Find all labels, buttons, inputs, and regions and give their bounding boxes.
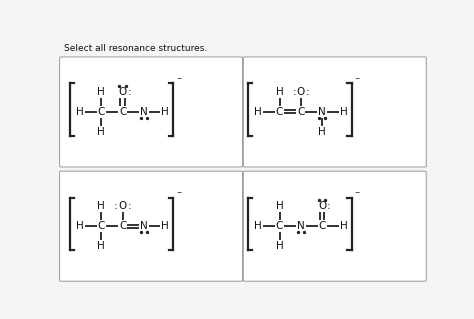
Text: :: : — [128, 201, 131, 211]
Text: C: C — [276, 221, 283, 231]
Text: H: H — [276, 241, 283, 251]
Text: C: C — [98, 107, 105, 117]
FancyBboxPatch shape — [60, 171, 243, 281]
FancyBboxPatch shape — [243, 57, 426, 167]
FancyBboxPatch shape — [60, 57, 243, 167]
Text: H: H — [339, 221, 347, 231]
Text: O: O — [297, 87, 305, 97]
Text: H: H — [76, 107, 84, 117]
Text: H: H — [276, 87, 283, 97]
Text: C: C — [119, 221, 126, 231]
Text: C: C — [119, 107, 126, 117]
FancyBboxPatch shape — [243, 171, 426, 281]
Text: N: N — [297, 221, 305, 231]
Text: H: H — [318, 127, 326, 137]
Text: C: C — [276, 107, 283, 117]
Text: :: : — [128, 87, 131, 97]
Text: O: O — [118, 201, 127, 211]
Text: H: H — [276, 201, 283, 211]
Text: N: N — [318, 107, 326, 117]
Text: C: C — [319, 221, 326, 231]
Text: N: N — [140, 107, 148, 117]
Text: O: O — [118, 87, 127, 97]
Text: :: : — [114, 201, 118, 211]
Text: H: H — [255, 221, 262, 231]
Text: O: O — [318, 201, 326, 211]
Text: H: H — [97, 241, 105, 251]
Text: :: : — [292, 87, 296, 97]
Text: H: H — [339, 107, 347, 117]
Text: :: : — [327, 201, 330, 211]
Text: H: H — [97, 127, 105, 137]
Text: $^-$: $^-$ — [175, 189, 183, 198]
Text: $^-$: $^-$ — [354, 74, 361, 84]
Text: H: H — [97, 87, 105, 97]
Text: H: H — [161, 107, 169, 117]
Text: H: H — [161, 221, 169, 231]
Text: H: H — [76, 221, 84, 231]
Text: $^-$: $^-$ — [175, 74, 183, 84]
Text: $^-$: $^-$ — [354, 189, 361, 198]
Text: N: N — [140, 221, 148, 231]
Text: C: C — [297, 107, 304, 117]
Text: C: C — [98, 221, 105, 231]
Text: H: H — [97, 201, 105, 211]
Text: H: H — [255, 107, 262, 117]
Text: Select all resonance structures.: Select all resonance structures. — [64, 44, 207, 53]
Text: :: : — [306, 87, 309, 97]
